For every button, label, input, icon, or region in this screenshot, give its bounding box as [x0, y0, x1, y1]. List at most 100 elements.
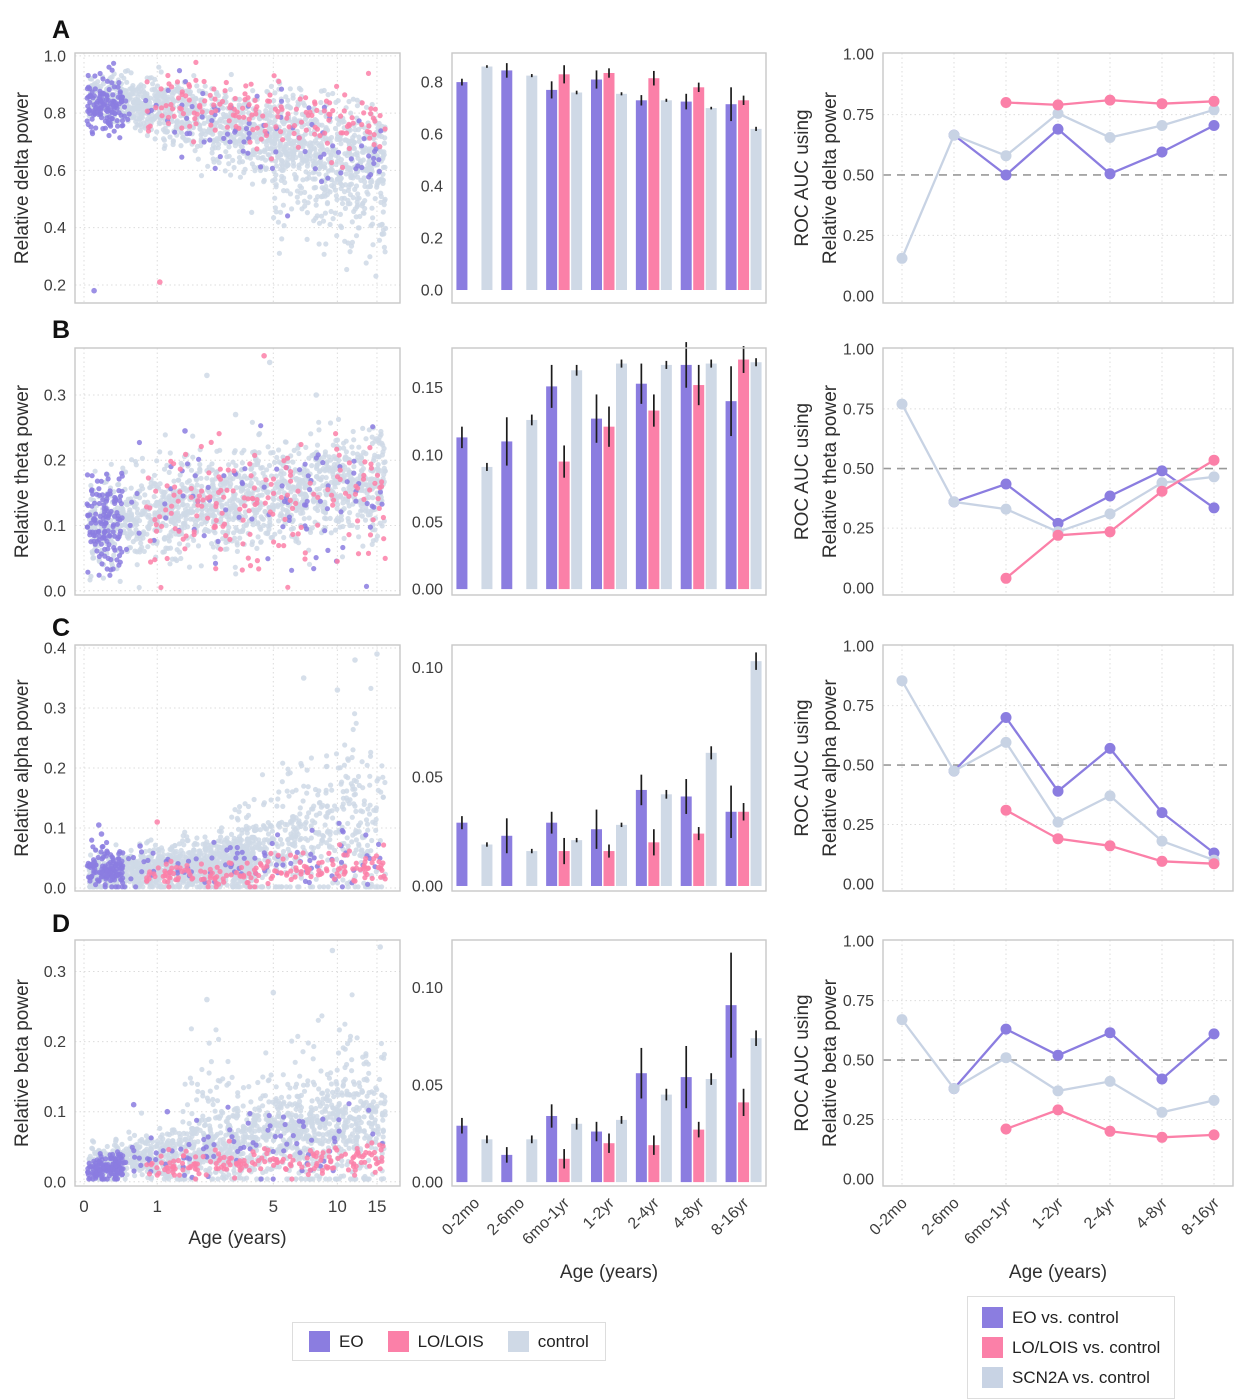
svg-text:0.25: 0.25	[843, 228, 874, 245]
bar-xtick-label: 2-4yr	[625, 1194, 663, 1232]
bar	[635, 383, 647, 590]
bars-eo	[456, 774, 737, 886]
bar	[571, 840, 583, 886]
bar	[750, 661, 762, 886]
roc-point	[948, 496, 960, 508]
legend-item-lo-vs-control: LO/LOIS vs. control	[982, 1337, 1160, 1358]
svg-text:0.6: 0.6	[44, 163, 66, 180]
roc-xtick-label: 2-6mo	[919, 1195, 963, 1239]
scatter-ylabel: Relative theta power	[12, 384, 33, 558]
roc-ylabel-line1: ROC AUC using	[792, 699, 813, 836]
roc-point	[1000, 804, 1012, 816]
bar	[456, 822, 468, 886]
panel-border	[74, 347, 401, 596]
bar	[738, 359, 750, 590]
bar	[546, 1115, 558, 1183]
svg-text:0.75: 0.75	[843, 107, 874, 124]
roc-ylabel-line2: Relative alpha power	[820, 679, 841, 857]
roc-point	[1208, 104, 1220, 116]
roc-point	[1000, 503, 1012, 515]
roc-point	[1104, 508, 1116, 520]
panel-border	[882, 939, 1234, 1187]
legend-label-control: control	[537, 1331, 589, 1351]
roc-point	[1052, 1085, 1064, 1097]
legend-label-lo: LO/LOIS	[417, 1331, 484, 1351]
bars-eo	[456, 63, 737, 291]
bar	[693, 385, 705, 590]
roc-point	[896, 675, 908, 687]
svg-text:0.10: 0.10	[412, 447, 443, 464]
panel-row-b: 0.0 0.1 0.2 0.3 Relative theta power 0.00 0.05…	[12, 342, 1234, 600]
panel-border	[882, 52, 1234, 304]
bar	[725, 1005, 737, 1183]
roc-point	[1000, 478, 1012, 490]
panel-border	[451, 52, 767, 304]
legend-item-scn2a-vs-control: SCN2A vs. control	[982, 1367, 1150, 1388]
roc-series-scn2a-vs-control	[896, 104, 1220, 264]
bar	[705, 363, 717, 590]
lo-vs-control-swatch-icon	[982, 1337, 1003, 1358]
roc-xtick-label: 4-8yr	[1133, 1194, 1171, 1232]
bar	[456, 82, 468, 291]
bar	[603, 851, 615, 886]
bar	[571, 92, 583, 291]
svg-text:0.0: 0.0	[421, 283, 443, 300]
legend-label-eo-vs-control: EO vs. control	[1012, 1307, 1119, 1327]
bars-control	[481, 652, 762, 886]
svg-text:0.8: 0.8	[44, 106, 66, 123]
control-swatch-icon	[507, 1331, 529, 1352]
bar	[603, 73, 615, 291]
bar	[693, 87, 705, 291]
bar-xtick-label: 1-2yr	[580, 1194, 618, 1232]
panel-border	[882, 644, 1234, 892]
scatter-panel-b: 0.0 0.1 0.2 0.3 Relative theta power	[12, 347, 401, 600]
roc-point	[948, 1083, 960, 1095]
bar	[558, 74, 570, 291]
roc-xlabel: Age (years)	[1009, 1262, 1107, 1283]
svg-text:0.00: 0.00	[843, 288, 874, 305]
bar	[616, 93, 627, 291]
roc-point	[1104, 132, 1116, 143]
bar	[616, 1119, 627, 1183]
bar	[725, 401, 737, 590]
bar	[738, 811, 750, 886]
roc-point	[948, 129, 960, 141]
roc-point	[1208, 502, 1220, 514]
bar	[481, 844, 493, 886]
roc-series-scn2a-vs-control	[896, 1014, 1220, 1118]
roc-point	[1052, 833, 1064, 845]
roc-point	[1104, 1125, 1116, 1137]
roc-point	[1208, 1028, 1220, 1040]
legend-diagnosis-groups: EO LO/LOIS control	[292, 1322, 606, 1361]
bar	[571, 370, 583, 590]
roc-point	[1000, 572, 1012, 584]
roc-point	[1156, 1131, 1168, 1143]
bar	[705, 752, 717, 886]
roc-point	[1104, 490, 1116, 502]
bars-eo	[456, 952, 737, 1183]
roc-point	[1104, 840, 1116, 852]
roc-point	[1156, 835, 1168, 847]
svg-text:0.1: 0.1	[44, 518, 66, 535]
roc-xtick-label: 0-2mo	[867, 1195, 911, 1239]
bar	[648, 842, 660, 886]
roc-point	[1156, 465, 1168, 477]
bar	[693, 1129, 705, 1183]
roc-point	[896, 1014, 908, 1026]
roc-panel-a: 0.00 0.25 0.50 0.75 1.00 ROC AUC using Relativ…	[792, 47, 1234, 305]
roc-point	[1052, 517, 1064, 529]
roc-point	[896, 252, 908, 264]
roc-series-eo-vs-control	[948, 120, 1220, 181]
roc-point	[1000, 736, 1012, 748]
svg-text:0.2: 0.2	[44, 277, 66, 294]
roc-point	[1104, 168, 1116, 180]
roc-point	[1052, 1104, 1064, 1116]
bar	[526, 75, 538, 291]
bar	[680, 1077, 692, 1183]
roc-point	[1156, 477, 1168, 489]
roc-point	[896, 398, 908, 410]
bar	[648, 1145, 660, 1183]
